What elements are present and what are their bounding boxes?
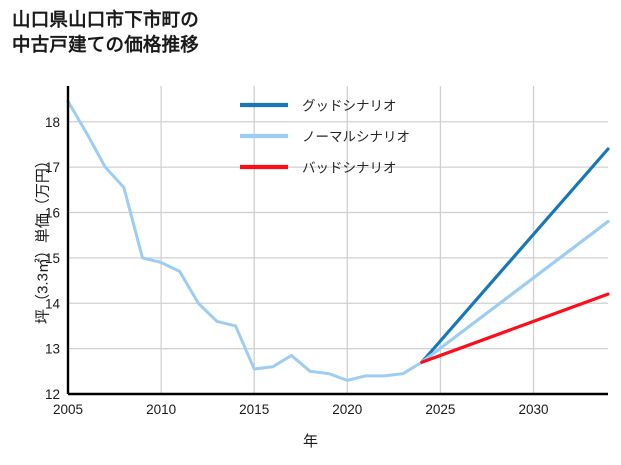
legend-label-1: ノーマルシナリオ	[302, 130, 410, 145]
series-line-3	[420, 292, 610, 364]
y-tick-label: 18	[45, 115, 60, 130]
x-tick-label: 2010	[146, 402, 176, 417]
series-line-1	[420, 147, 610, 364]
series-line-0	[66, 99, 424, 382]
y-tick-label: 14	[45, 296, 61, 311]
x-tick-label: 2005	[53, 402, 83, 417]
y-tick-label: 15	[45, 251, 60, 266]
legend-label-0: グッドシナリオ	[302, 99, 397, 114]
y-tick-label: 17	[45, 160, 60, 175]
page-title: 山口県山口市下市町の 中古戸建ての価格推移	[12, 9, 200, 55]
y-tick-label: 12	[45, 387, 60, 402]
x-tick-label: 2025	[425, 402, 455, 417]
x-axis-title: 年	[302, 433, 318, 450]
x-tick-label: 2015	[239, 402, 269, 417]
y-tick-label: 16	[45, 206, 60, 221]
x-tick-label: 2030	[518, 402, 548, 417]
y-tick-label: 13	[45, 342, 60, 357]
axis-spines	[66, 86, 608, 396]
legend-label-2: バッドシナリオ	[302, 161, 397, 176]
series-line-2	[420, 219, 610, 364]
data-series-group	[66, 99, 610, 382]
x-axis-ticks: 2005 2010 2015 2020 2025 2030	[53, 402, 549, 417]
x-tick-label: 2020	[332, 402, 362, 417]
y-axis-ticks: 12 13 14 15 16 17 18	[45, 115, 61, 402]
